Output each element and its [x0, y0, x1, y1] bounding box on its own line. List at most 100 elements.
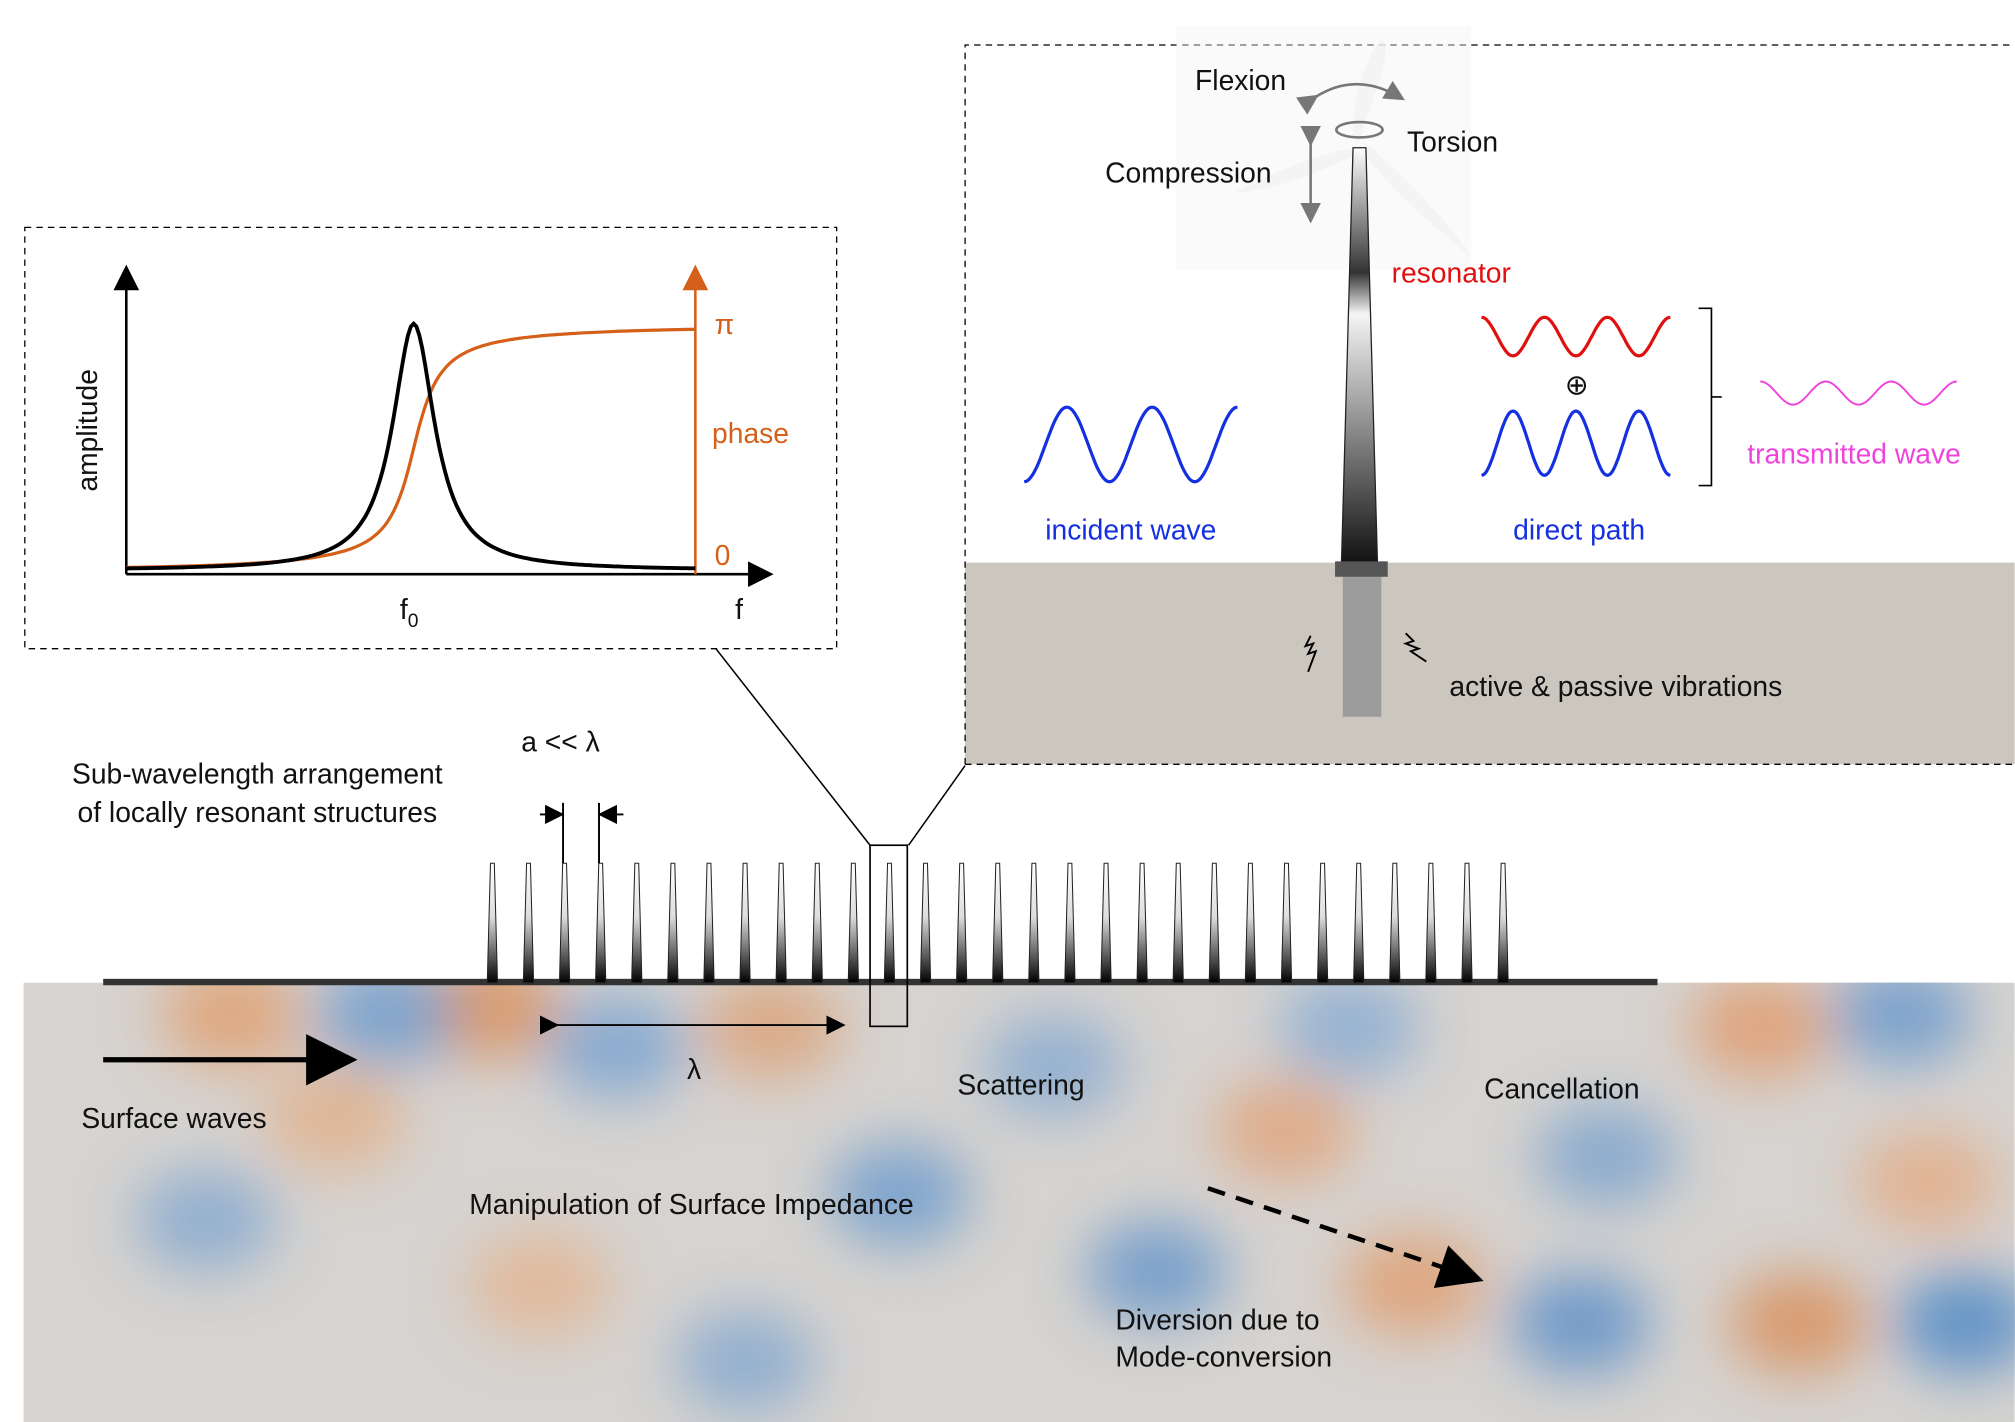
resonator-label: resonator: [1392, 257, 1511, 289]
vibrations-label: active & passive vibrations: [1449, 670, 1782, 702]
pillar: [1028, 862, 1040, 984]
pillar: [1389, 862, 1401, 984]
panel-frame: [964, 44, 2015, 765]
amplitude-curve: [126, 320, 696, 571]
direct-path-label: direct path: [1513, 514, 1645, 546]
pillar: [1064, 862, 1076, 984]
field-blob: [1509, 1271, 1652, 1375]
impedance-label: Manipulation of Surface Impedance: [469, 1188, 913, 1220]
field-blob: [983, 1014, 1125, 1118]
field-blob: [135, 1168, 277, 1272]
field-blob: [1689, 982, 1831, 1080]
inset-plot: amplitude phase π 0 f f0: [24, 226, 838, 650]
zoom-box: [869, 844, 909, 1028]
field-blob: [674, 1310, 817, 1414]
flexion-arrow: [1295, 80, 1405, 115]
field-blob: [546, 995, 688, 1099]
field-blob: [263, 1066, 406, 1169]
y-axis-label: amplitude: [71, 369, 103, 491]
field-blob: [1830, 982, 1973, 1067]
f0-sub: 0: [408, 611, 419, 632]
incident-wave: [1023, 405, 1238, 484]
pillar: [1425, 862, 1437, 984]
field-blob: [1085, 1220, 1228, 1324]
resonator-wave: [1481, 315, 1671, 358]
phase-label: phase: [712, 417, 789, 449]
compression-label: Compression: [1105, 156, 1271, 188]
pillar: [919, 862, 932, 984]
pillar: [1461, 862, 1473, 984]
diversion-label: Mode-conversion: [1115, 1341, 1332, 1373]
x-axis-label: f: [735, 593, 743, 625]
field-blob: [1895, 1271, 2015, 1375]
incident-wave-label: incident wave: [1045, 514, 1216, 546]
transmitted-wave: [1760, 380, 1957, 406]
pillar: [1100, 862, 1112, 984]
pillar: [595, 862, 607, 984]
phase-tick: 0: [715, 539, 731, 571]
pillar: [992, 862, 1004, 984]
pillar: [1316, 862, 1329, 984]
torsion-arrow: [1335, 120, 1384, 139]
spacing-label: a << λ: [521, 725, 600, 757]
pillar: [739, 862, 751, 984]
soil: [965, 562, 2015, 765]
pillar: [775, 862, 787, 984]
zoom-line: [715, 648, 871, 846]
field-blob: [1535, 1104, 1677, 1208]
phase-tick: π: [715, 308, 735, 340]
field-blob: [1278, 982, 1420, 1080]
wave-field: [23, 982, 2015, 1422]
pillar: [1136, 862, 1148, 984]
pillar: [955, 862, 968, 984]
f0-label: f0: [400, 593, 419, 632]
inset-frame: [24, 226, 838, 650]
pillar: [1280, 862, 1293, 984]
direct-wave: [1481, 409, 1671, 477]
pillar: [883, 862, 896, 984]
field-blob: [161, 982, 303, 1067]
pillar: [1172, 862, 1184, 984]
resonator-array: [486, 862, 1509, 984]
pillar: [522, 862, 535, 984]
pillar: [1353, 862, 1365, 984]
surface-waves-label: Surface waves: [81, 1102, 266, 1134]
array-description: Sub-wavelength arrangement: [72, 758, 443, 790]
field-blob: [469, 1233, 611, 1336]
pillar: [1244, 862, 1257, 984]
zoom-line: [907, 765, 966, 846]
bracket: [1698, 307, 1722, 487]
cancellation-label: Cancellation: [1484, 1072, 1639, 1104]
array-description: of locally resonant structures: [78, 796, 438, 828]
field-blob: [315, 982, 457, 1067]
flexion-label: Flexion: [1195, 64, 1286, 96]
pillar: [486, 862, 499, 984]
pillar: [703, 862, 715, 984]
pillar: [1208, 862, 1220, 984]
vibration-symbol: [1303, 635, 1318, 673]
field-blob: [828, 1143, 971, 1247]
resonator-panel: Flexion Torsion Compression resonator ⊕ …: [964, 25, 2015, 765]
field-blob: [1214, 1079, 1356, 1182]
field-blob: [700, 982, 842, 1080]
transmitted-wave-label: transmitted wave: [1747, 438, 1961, 470]
foundation: [1335, 561, 1388, 577]
superposition-symbol: ⊕: [1565, 368, 1589, 400]
wavelength-label: λ: [687, 1053, 701, 1085]
pillar: [847, 862, 860, 984]
field-blob: [1856, 1130, 1998, 1234]
field-blob: [1342, 1233, 1485, 1336]
pillar: [1497, 862, 1509, 984]
vibration-symbol: [1402, 632, 1427, 663]
field-blob: [1728, 1271, 1870, 1375]
pillar: [558, 862, 571, 984]
diversion-label: Diversion due to: [1115, 1304, 1319, 1336]
ground-line: [103, 978, 1658, 986]
scattering-label: Scattering: [957, 1068, 1084, 1100]
pile: [1342, 575, 1382, 717]
turbine-blades: [1175, 25, 1472, 270]
pillar: [811, 862, 823, 984]
diversion-arrow: [1207, 1186, 1484, 1288]
